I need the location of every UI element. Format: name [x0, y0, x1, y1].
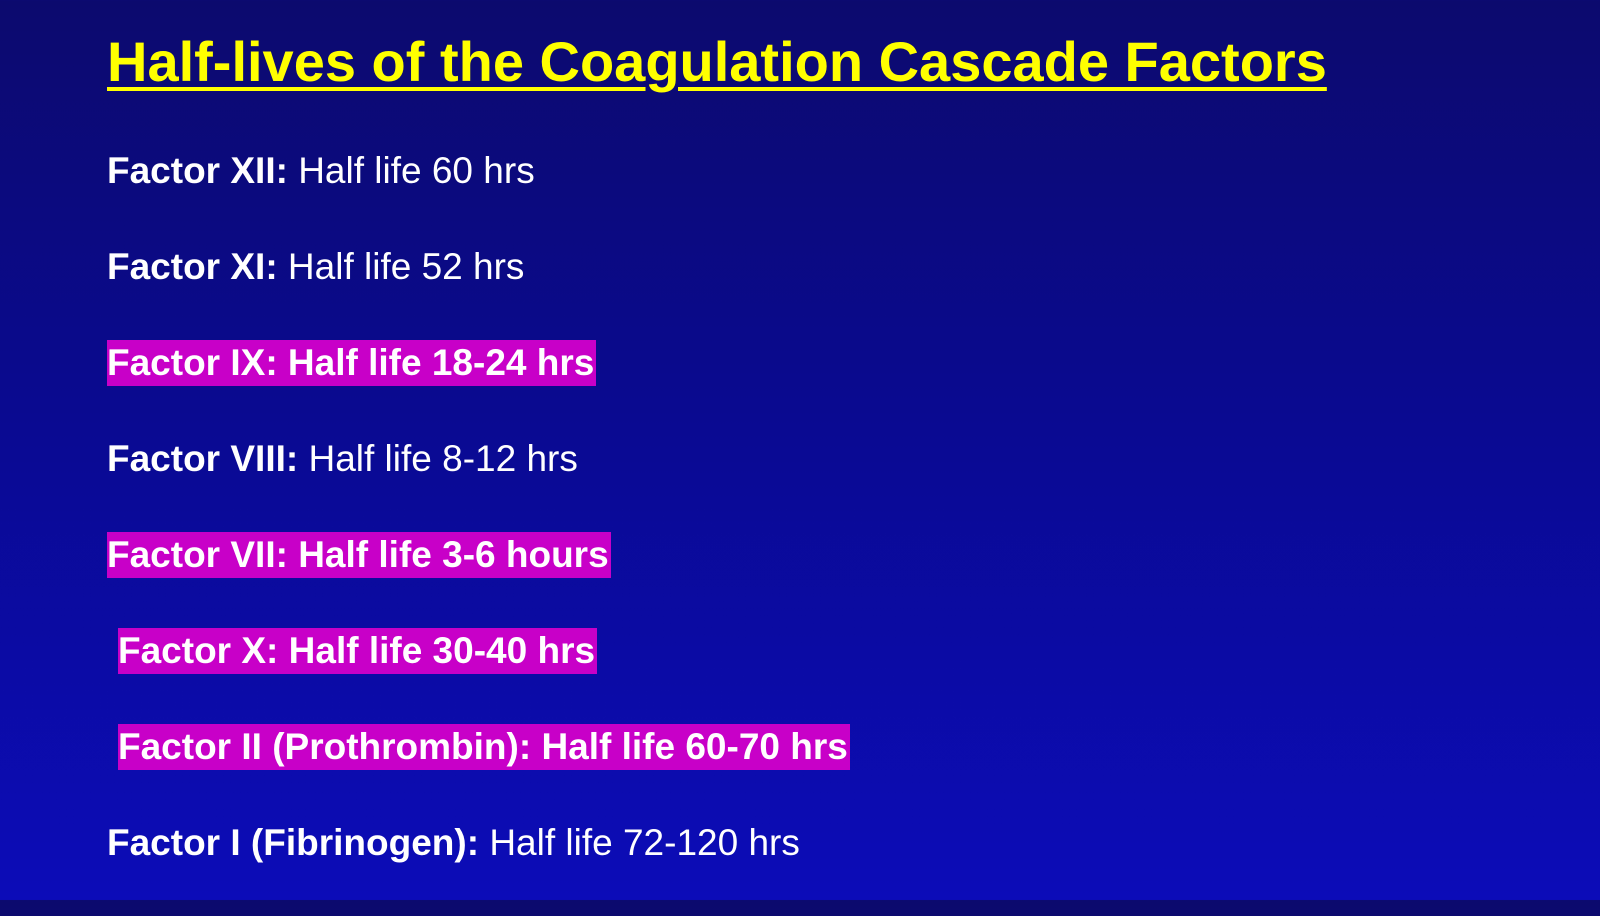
factor-row-vii: Factor VII: Half life 3-6 hours	[107, 532, 850, 628]
factor-entry: Factor XI: Half life 52 hrs	[107, 244, 524, 290]
factor-name: Factor I (Fibrinogen):	[107, 822, 480, 863]
factor-entry-highlighted: Factor VII: Half life 3-6 hours	[107, 532, 611, 578]
factor-name: Factor X:	[118, 630, 279, 671]
factor-half-life: Half life 30-40 hrs	[288, 630, 596, 671]
factor-row-xi: Factor XI: Half life 52 hrs	[107, 244, 850, 340]
factor-half-life: Half life 8-12 hrs	[308, 438, 578, 479]
factor-half-life: Half life 52 hrs	[287, 246, 525, 287]
factor-half-life: Half life 72-120 hrs	[489, 822, 800, 863]
factor-half-life: Half life 18-24 hrs	[287, 342, 595, 383]
factor-half-life: Half life 3-6 hours	[298, 534, 609, 575]
factor-row-ix: Factor IX: Half life 18-24 hrs	[107, 340, 850, 436]
factor-row-xii: Factor XII: Half life 60 hrs	[107, 148, 850, 244]
factor-row-x: Factor X: Half life 30-40 hrs	[107, 628, 850, 724]
factor-entry-highlighted: Factor II (Prothrombin): Half life 60-70…	[118, 724, 850, 770]
factor-row-i: Factor I (Fibrinogen): Half life 72-120 …	[107, 820, 850, 916]
factor-name: Factor VIII:	[107, 438, 299, 479]
factor-entry: Factor I (Fibrinogen): Half life 72-120 …	[107, 820, 800, 866]
factor-name: Factor XII:	[107, 150, 288, 191]
factor-name: Factor II (Prothrombin):	[118, 726, 532, 767]
factor-entry-highlighted: Factor X: Half life 30-40 hrs	[118, 628, 598, 674]
factor-half-life: Half life 60-70 hrs	[541, 726, 848, 767]
factor-half-life: Half life 60 hrs	[298, 150, 535, 191]
factor-row-ii: Factor II (Prothrombin): Half life 60-70…	[107, 724, 850, 820]
factor-entry-highlighted: Factor IX: Half life 18-24 hrs	[107, 340, 597, 386]
slide-title: Half-lives of the Coagulation Cascade Fa…	[107, 30, 1327, 93]
factor-entry: Factor XII: Half life 60 hrs	[107, 148, 535, 194]
factor-name: Factor IX:	[107, 342, 278, 383]
factor-entry: Factor VIII: Half life 8-12 hrs	[107, 436, 578, 482]
factor-list: Factor XII: Half life 60 hrs Factor XI: …	[107, 148, 850, 916]
factor-name: Factor VII:	[107, 534, 288, 575]
factor-row-viii: Factor VIII: Half life 8-12 hrs	[107, 436, 850, 532]
factor-name: Factor XI:	[107, 246, 278, 287]
